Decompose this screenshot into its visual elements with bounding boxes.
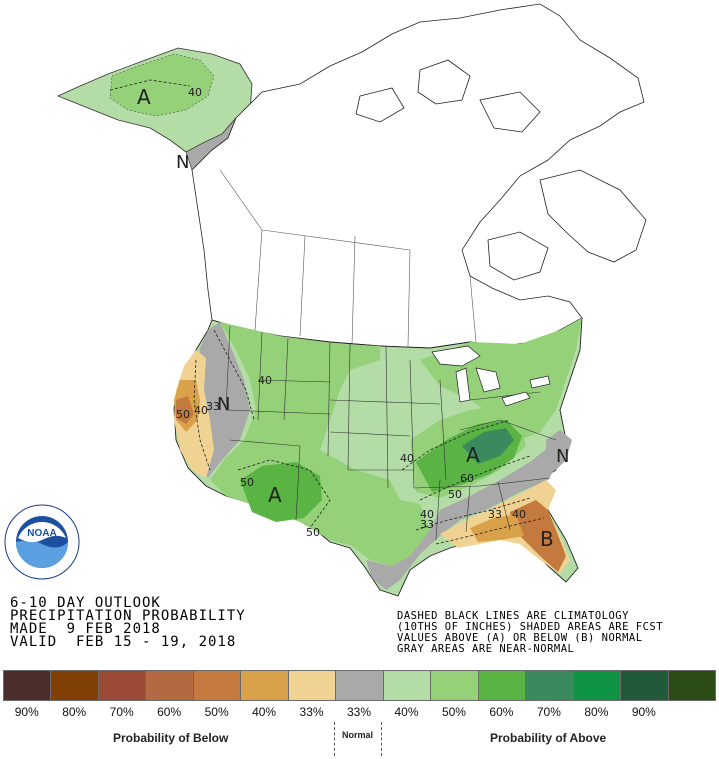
- legend-label: 50%: [204, 705, 229, 719]
- label-tx-50: 50: [306, 526, 320, 539]
- legend-swatch: [382, 670, 432, 701]
- conus-region: [173, 317, 583, 597]
- title-line-4: VALID FEB 15 - 19, 2018: [10, 634, 237, 650]
- probability-labels: 90% 80% 70% 60% 50% 40% 33% 33% 40% 50% 60% 70% 80% 9…: [3, 705, 715, 721]
- legend-label: 33%: [347, 705, 372, 719]
- normal-divider-left: [334, 722, 335, 756]
- legend-swatch: [620, 670, 669, 701]
- canada-region: [191, 3, 647, 349]
- legend-swatch: [3, 670, 52, 701]
- label-ca-33: 33: [206, 400, 220, 413]
- legend-swatch: [192, 670, 242, 701]
- label-se-40: 40: [512, 508, 526, 521]
- label-ov-60: 60: [460, 472, 474, 485]
- legend-swatch: [287, 670, 337, 701]
- state-borders: [225, 325, 557, 541]
- legend-swatch: [477, 670, 527, 701]
- title-line-2: PRECIPITATION PROBABILITY: [10, 608, 246, 624]
- label-alaska-40: 40: [188, 86, 202, 99]
- legend-swatch: [572, 670, 622, 701]
- legend-label: 90%: [14, 705, 39, 719]
- probability-above-label: Probability of Above: [490, 731, 607, 745]
- legend-label: 90%: [631, 705, 656, 719]
- legend-label: 60%: [157, 705, 182, 719]
- precipitation-outlook-map: A 40 N N 40 50 40 33 50 A 50 40 A 60 50 …: [56, 3, 647, 597]
- label-west-40: 40: [258, 374, 272, 387]
- legend-label: [668, 705, 715, 721]
- legend-label: 80%: [584, 705, 609, 719]
- normal-label: Normal: [342, 730, 374, 740]
- label-ov-a: A: [466, 443, 480, 467]
- legend-label: 70%: [109, 705, 134, 719]
- map-labels: A 40 N N 40 50 40 33 50 A 50 40 A 60 50 …: [137, 85, 569, 551]
- noaa-logo: NOAA: [4, 504, 80, 580]
- label-west-n: N: [217, 394, 230, 415]
- great-lakes: [431, 345, 551, 407]
- climatology-lines: [109, 79, 545, 545]
- legend-swatch: [430, 670, 479, 701]
- legend-label: 40%: [252, 705, 277, 719]
- note-line-2: (10THS OF INCHES) SHADED AREAS ARE FCST: [397, 621, 664, 633]
- label-east-n: N: [556, 446, 569, 467]
- label-sw-50: 50: [240, 476, 254, 489]
- label-south-40: 40: [420, 508, 434, 521]
- legend-swatch: [97, 670, 147, 701]
- title-line-3: MADE 9 FEB 2018: [10, 621, 161, 637]
- label-fl-b: B: [540, 527, 554, 551]
- note-line-3: VALUES ABOVE (A) OR BELOW (B) NORMAL: [397, 632, 643, 644]
- note-line-4: GRAY AREAS ARE NEAR-NORMAL: [397, 643, 575, 655]
- legend-swatch: [240, 670, 289, 701]
- label-ca-40: 40: [194, 404, 208, 417]
- probability-color-bar: [3, 670, 717, 701]
- label-mid-40: 40: [400, 452, 414, 465]
- outlook-title-block: 6-10 DAY OUTLOOK PRECIPITATION PROBABILI…: [10, 595, 246, 650]
- note-line-1: DASHED BLACK LINES ARE CLIMATOLOGY: [397, 610, 629, 622]
- legend-label: 70%: [536, 705, 561, 719]
- legend-label: 80%: [62, 705, 87, 719]
- legend-notes: DASHED BLACK LINES ARE CLIMATOLOGY (10TH…: [397, 611, 663, 655]
- legend-label: 60%: [489, 705, 514, 719]
- legend-swatch: [525, 670, 574, 701]
- legend-label: 50%: [441, 705, 466, 719]
- label-south-33: 33: [420, 518, 434, 531]
- label-ov-50: 50: [448, 488, 462, 501]
- hudson-bay: [487, 231, 549, 281]
- probability-below-label: Probability of Below: [113, 731, 229, 745]
- legend-swatch: [145, 670, 194, 701]
- alaska-region: [56, 47, 253, 171]
- label-ca-50: 50: [176, 408, 190, 421]
- title-line-1: 6-10 DAY OUTLOOK: [10, 595, 161, 611]
- noaa-logo-text: NOAA: [27, 528, 56, 539]
- label-panhandle-n: N: [176, 152, 189, 173]
- label-alaska-a: A: [137, 85, 151, 109]
- legend-label: 33%: [299, 705, 324, 719]
- normal-divider-right: [381, 722, 382, 756]
- legend-swatch: [667, 670, 717, 701]
- legend-label: 40%: [394, 705, 419, 719]
- legend-swatch: [50, 670, 99, 701]
- label-se-33: 33: [488, 508, 502, 521]
- canada-province-borders: [219, 169, 477, 347]
- label-sw-a: A: [268, 483, 282, 507]
- legend-swatch: [335, 670, 384, 701]
